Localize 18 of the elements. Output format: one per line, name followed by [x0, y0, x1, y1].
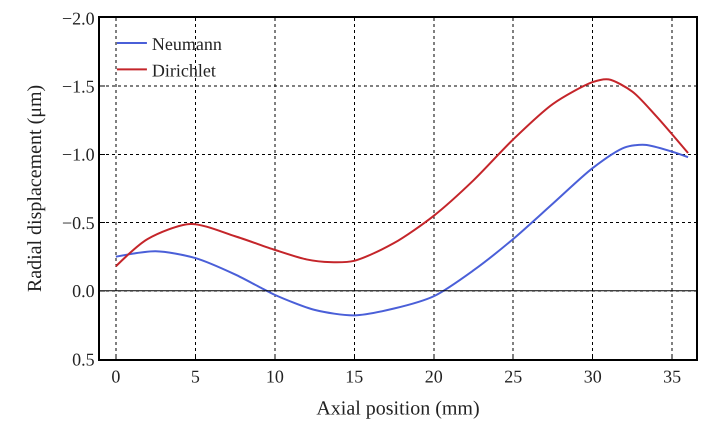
x-tick-label: 15 — [345, 366, 364, 386]
x-tick-label: 35 — [663, 366, 682, 386]
y-tick-label: −2.0 — [62, 8, 95, 28]
legend-label: Dirichlet — [152, 60, 216, 80]
x-tick-label: 30 — [584, 366, 602, 386]
y-axis-title: Radial displacement (μm) — [24, 84, 46, 292]
y-tick-label: 0.5 — [72, 349, 95, 370]
x-tick-label: 0 — [111, 366, 120, 386]
x-axis-title: Axial position (mm) — [316, 397, 480, 420]
y-tick-label: −1.0 — [62, 144, 95, 165]
y-tick-label: −1.5 — [62, 76, 95, 96]
y-tick-label: 0.0 — [72, 281, 95, 302]
y-tick-label: −0.5 — [62, 212, 95, 233]
x-tick-label: 10 — [266, 366, 284, 386]
x-tick-label: 20 — [424, 366, 443, 386]
legend-label: Neumann — [152, 34, 222, 54]
x-tick-label: 5 — [190, 366, 200, 386]
x-tick-label: 25 — [504, 366, 522, 386]
